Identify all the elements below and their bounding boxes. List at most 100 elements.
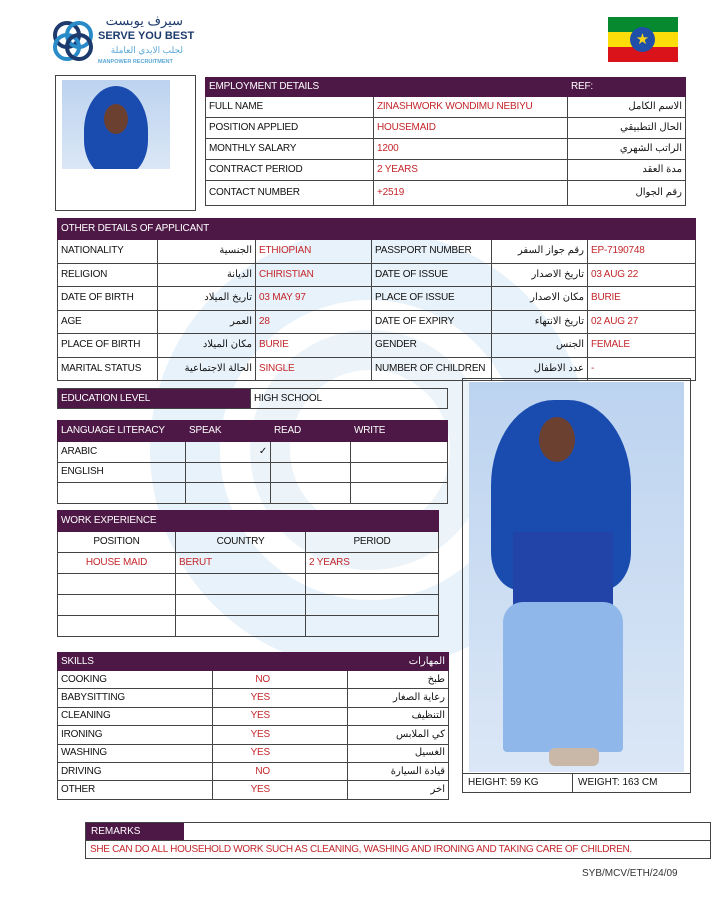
field-label: PLACE OF ISSUE [371,286,493,311]
field-value: 1200 [372,138,569,160]
language-header: LANGUAGE LITERACY [57,420,186,442]
star-emblem-icon: ★ [630,27,655,52]
education-value: HIGH SCHOOL [250,388,448,409]
field-label-arabic: الديانة [157,262,256,287]
skill-value: YES [212,688,348,708]
read-check [270,441,351,463]
other-details-title: OTHER DETAILS OF APPLICANT [56,218,373,240]
ethiopia-flag: ★ [608,17,678,62]
reference-code: SYB/MCV/ETH/24/09 [582,868,678,879]
skill-name: COOKING [57,669,213,690]
skill-value: NO [212,669,348,690]
work-position [57,615,176,637]
work-period: 2 YEARS [305,552,440,574]
write-check [350,441,448,463]
skills-table: SKILLS المهارات COOKING NO طبخ BABYSITTING YE… [57,652,449,800]
employment-title: EMPLOYMENT DETAILS [204,77,569,97]
remarks-text: SHE CAN DO ALL HOUSEHOLD WORK SUCH AS CL… [86,840,710,858]
write-check [350,482,448,504]
field-value: 03 AUG 22 [587,262,697,287]
skill-name-arabic: رعاية الصغار [347,688,449,708]
field-label: AGE [57,309,158,334]
work-country [174,573,307,595]
skill-row: DRIVING NO قيادة السيارة [57,761,449,782]
logo-arabic-sub: لجلب الايدي العاملة [110,45,183,55]
employment-row: MONTHLY SALARY 1200 الراتب الشهري [205,138,687,160]
logo-name: SERVE YOU BEST [98,30,195,42]
field-value: - [587,356,697,381]
skill-value: YES [212,743,348,763]
field-value: +2519 [372,180,569,206]
work-country [174,594,307,616]
work-country: BERUT [174,552,307,574]
education-table: EDUCATION LEVEL HIGH SCHOOL [57,388,448,409]
field-label-arabic: رقم الجوال [567,180,687,206]
work-row [57,594,440,616]
field-label-arabic: الجنس [491,333,589,358]
field-label: CONTACT NUMBER [205,180,374,206]
work-row [57,573,440,595]
work-title: WORK EXPERIENCE [56,510,307,532]
skill-name-arabic: كي الملابس [347,725,449,745]
knot-logo-icon [53,21,93,61]
field-label: NATIONALITY [57,239,158,264]
skill-row: BABYSITTING YES رعاية الصغار [57,688,449,708]
education-label: EDUCATION LEVEL [57,388,251,409]
full-body-photo-frame: HEIGHT: 59 KG WEIGHT: 163 CM [462,378,691,793]
employment-details-table: EMPLOYMENT DETAILS REF: FULL NAME ZINASHWO… [204,77,687,206]
field-label-arabic: عدد الاطفال [491,356,589,381]
field-label: PASSPORT NUMBER [371,239,493,264]
field-label-arabic: رقم جواز السفر [491,239,589,264]
company-logo: سيرف يوبست SERVE YOU BEST لجلب الايدي ال… [50,13,194,70]
skill-name: CLEANING [57,706,213,727]
work-row [57,615,440,637]
detail-row: NATIONALITY الجنسية ETHIOPIAN PASSPORT NUMB… [57,239,697,264]
skill-name: IRONING [57,725,213,745]
language-table: LANGUAGE LITERACY SPEAK READ WRITE ARABIC ✓ E… [57,420,448,504]
skill-row: CLEANING YES التنظيف [57,706,449,727]
full-body-photo [469,382,684,772]
detail-row: AGE العمر 28 DATE OF EXPIRY تاريخ الانتهاء 02… [57,309,697,334]
work-period [305,594,440,616]
field-value: HOUSEMAID [372,117,569,139]
other-details-table: OTHER DETAILS OF APPLICANT NATIONALITY ال… [56,218,697,381]
skill-row: IRONING YES كي الملابس [57,725,449,745]
skill-row: COOKING NO طبخ [57,669,449,690]
skill-name: OTHER [57,780,213,800]
field-value: FEMALE [587,333,697,358]
field-label: POSITION APPLIED [205,117,374,139]
field-label-arabic: مكان الاصدار [491,286,589,311]
field-label-arabic: مكان الميلاد [157,333,256,358]
field-label-arabic: تاريخ الميلاد [157,286,256,311]
field-value: BURIE [254,333,373,358]
work-header: COUNTRY [174,531,307,553]
speak-check: ✓ [185,441,271,463]
remarks-title: REMARKS [86,823,184,840]
skill-value: YES [212,780,348,800]
logo-arabic: سيرف يوبست [105,13,183,28]
speak-check [185,482,271,504]
remarks-box: REMARKS SHE CAN DO ALL HOUSEHOLD WORK SU… [85,822,711,859]
field-value: ZINASHWORK WONDIMU NEBIYU [372,96,569,118]
work-position [57,594,176,616]
field-label-arabic: الاسم الكامل [567,96,687,118]
skill-name: DRIVING [57,761,213,782]
language-row: ARABIC ✓ [57,441,448,463]
work-period [305,573,440,595]
field-value: CHIRISTIAN [254,262,373,287]
passport-photo [62,80,170,169]
detail-row: MARITAL STATUS الحالة الاجتماعية SINGLE NUM… [57,356,697,381]
skill-name: BABYSITTING [57,688,213,708]
employment-row: FULL NAME ZINASHWORK WONDIMU NEBIYU الاسم … [205,96,687,118]
detail-row: PLACE OF BIRTH مكان الميلاد BURIE GENDER الج… [57,333,697,358]
skill-name-arabic: التنظيف [347,706,449,727]
work-period [305,615,440,637]
work-header: PERIOD [305,531,440,553]
field-label: RELIGION [57,262,158,287]
height-value: HEIGHT: 59 KG [463,774,573,793]
field-label-arabic: العمر [157,309,256,334]
field-value: SINGLE [254,356,373,381]
write-check [350,461,448,483]
language-row [57,482,448,504]
field-label-arabic: تاريخ الاصدار [491,262,589,287]
